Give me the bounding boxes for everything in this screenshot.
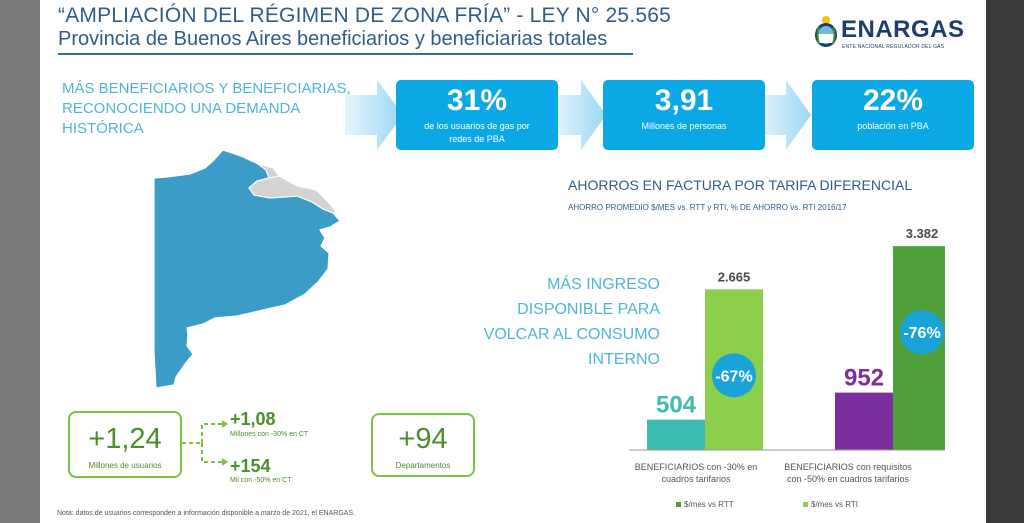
departments-box: +94 Departamentos xyxy=(371,413,475,477)
bar xyxy=(647,419,705,450)
data-label: 3.382 xyxy=(906,226,939,241)
chart-subtitle: AHORRO PROMEDIO $/MES vs. RTT y RTI, % D… xyxy=(568,203,847,212)
data-label: 2.665 xyxy=(718,269,751,284)
stat-caption: de los usuarios de gas por redes de PBA xyxy=(424,121,530,144)
departments-caption: Departamentos xyxy=(395,461,451,470)
legend-item: $/mes vs RTI xyxy=(803,500,858,509)
stat-value: 3,91 xyxy=(654,84,714,117)
footnote: Nota: datos de usuarios corresponden a i… xyxy=(57,510,356,517)
bar xyxy=(835,392,893,450)
page-subtitle: Provincia de Buenos Aires beneficiarios … xyxy=(58,28,608,50)
stat-box-users-share: 31% de los usuarios de gas por redes de … xyxy=(396,80,558,150)
legend-swatch xyxy=(803,502,808,508)
arrow-icon xyxy=(345,80,403,150)
page-title: “AMPLIACIÓN DEL RÉGIMEN DE ZONA FRÍA” - … xyxy=(58,4,671,27)
stat-caption: población en PBA xyxy=(857,121,929,131)
sub-users-value: +1,08 xyxy=(230,409,276,429)
title-underline xyxy=(58,53,633,55)
bar-chart: 504 2.665 -67% 952 3.382 -76% xyxy=(629,226,945,451)
sub-users-caption: Millones con -30% en CT xyxy=(230,431,309,438)
branch-arrows-icon xyxy=(182,420,228,466)
province-shape xyxy=(153,150,341,389)
total-users-value: +1,24 xyxy=(88,423,162,455)
savings-badge xyxy=(712,353,756,398)
logo-subtitle: ENTE NACIONAL REGULADOR DEL GAS xyxy=(842,44,945,50)
intro-text: MÁS BENEFICIARIOS Y BENEFICIARIAS, RECON… xyxy=(62,80,351,137)
savings-badge-label: -76% xyxy=(903,325,940,342)
highlight-text: MÁS INGRESO DISPONIBLE PARA VOLCAR AL CO… xyxy=(483,276,660,368)
arrow-icon xyxy=(758,80,811,150)
sub-users-value: +154 xyxy=(230,456,271,476)
legend-label: $/mes vs RTI xyxy=(811,500,858,509)
stat-box-people: 3,91 Millones de personas xyxy=(603,80,765,150)
chart-title: AHORROS EN FACTURA POR TARIFA DIFERENCIA… xyxy=(568,177,913,193)
savings-badge xyxy=(900,310,944,355)
stat-caption: Millones de personas xyxy=(641,121,727,131)
stat-box-population: 22% población en PBA xyxy=(812,80,974,150)
arrow-icon xyxy=(553,80,606,150)
enargas-logo: ENARGAS ENTE NACIONAL REGULADOR DEL GAS xyxy=(813,14,973,54)
window-edge xyxy=(986,0,1024,523)
buenos-aires-map xyxy=(153,150,341,389)
total-users-box: +1,24 Millones de usuarios xyxy=(68,411,182,478)
stat-value: 31% xyxy=(446,84,508,117)
slide: “AMPLIACIÓN DEL RÉGIMEN DE ZONA FRÍA” - … xyxy=(40,0,986,523)
legend-label: $/mes vs RTT xyxy=(684,500,734,509)
legend-item: $/mes vs RTT xyxy=(676,500,734,509)
excluded-region xyxy=(257,163,280,179)
stat-value: 22% xyxy=(862,84,924,117)
data-label: 952 xyxy=(844,365,884,392)
departments-value: +94 xyxy=(398,423,448,455)
data-label: 504 xyxy=(656,392,697,419)
savings-badge-label: -67% xyxy=(715,368,752,385)
category-label: BENEFICIARIOS con requisitos con -50% en… xyxy=(784,462,912,484)
excluded-region xyxy=(248,175,337,214)
coat-of-arms-icon xyxy=(815,16,837,47)
category-label: BENEFICIARIOS con -30% en cuadros tarifa… xyxy=(634,462,758,484)
sub-users-caption: Mil con -50% en CT xyxy=(230,477,292,484)
total-users-caption: Millones de usuarios xyxy=(88,461,162,470)
logo-name: ENARGAS xyxy=(841,16,965,43)
legend-swatch xyxy=(676,502,681,508)
